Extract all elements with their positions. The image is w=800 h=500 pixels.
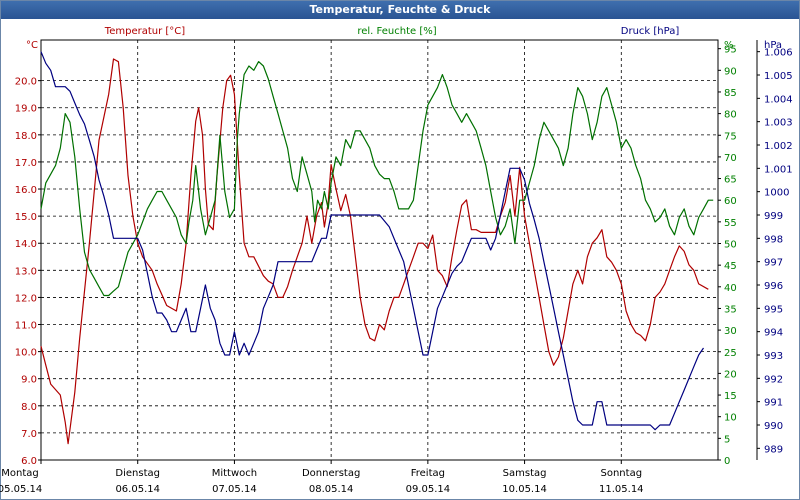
tick-label-temperature: 12.0 (15, 293, 37, 304)
tick-label-pressure: 1.005 (764, 71, 793, 82)
tick-label-temperature: 11.0 (15, 321, 37, 332)
tick-label-pressure: 1.006 (764, 48, 793, 59)
tick-label-pressure: 1.004 (764, 94, 793, 105)
axis-unit-humidity: % (724, 40, 734, 51)
tick-label-temperature: 16.0 (15, 185, 37, 196)
tick-label-humidity: 65 (724, 175, 737, 186)
tick-label-temperature: 19.0 (15, 104, 37, 115)
tick-label-humidity: 25 (724, 348, 737, 359)
tick-label-temperature: 8.0 (21, 402, 37, 413)
tick-label-temperature: 18.0 (15, 131, 37, 142)
tick-label-pressure: 992 (764, 374, 783, 385)
tick-label-humidity: 20 (724, 369, 737, 380)
tick-label-pressure: 996 (764, 281, 783, 292)
legend-pressure: Druck [hPa] (621, 26, 680, 37)
tick-label-pressure: 991 (764, 398, 783, 409)
tick-label-humidity: 95 (724, 45, 737, 56)
x-tick-label-date: 07.05.14 (212, 484, 257, 495)
x-tick-label-date: 10.05.14 (502, 484, 547, 495)
tick-label-humidity: 5 (724, 434, 730, 445)
tick-label-pressure: 990 (764, 421, 783, 432)
tick-label-humidity: 80 (724, 110, 737, 121)
x-tick-label-date: 05.05.14 (0, 484, 42, 495)
tick-label-pressure: 1000 (764, 188, 789, 199)
tick-label-humidity: 50 (724, 240, 737, 251)
tick-label-humidity: 85 (724, 88, 737, 99)
tick-label-pressure: 989 (764, 444, 783, 455)
tick-label-temperature: 15.0 (15, 212, 37, 223)
tick-label-humidity: 55 (724, 218, 737, 229)
x-tick-label-day: Freitag (411, 468, 445, 479)
tick-label-temperature: 13.0 (15, 266, 37, 277)
tick-label-humidity: 70 (724, 153, 737, 164)
tick-label-temperature: 14.0 (15, 239, 37, 250)
legend-humidity: rel. Feuchte [%] (357, 26, 436, 37)
x-tick-label-date: 08.05.14 (309, 484, 354, 495)
tick-label-humidity: 15 (724, 391, 737, 402)
tick-label-pressure: 993 (764, 351, 783, 362)
x-tick-label-date: 09.05.14 (406, 484, 451, 495)
x-tick-label-day: Donnerstag (302, 468, 360, 479)
tick-label-temperature: 7.0 (21, 429, 37, 440)
tick-label-humidity: 30 (724, 326, 737, 337)
tick-label-temperature: 20.0 (15, 77, 37, 88)
tick-label-humidity: 35 (724, 304, 737, 315)
tick-label-pressure: 999 (764, 211, 783, 222)
x-tick-label-date: 11.05.14 (599, 484, 644, 495)
tick-label-humidity: 10 (724, 413, 737, 424)
x-tick-label-day: Dienstag (115, 468, 160, 479)
axis-unit-temperature: °C (26, 40, 38, 51)
tick-label-humidity: 90 (724, 66, 737, 77)
tick-label-humidity: 40 (724, 283, 737, 294)
series-line-hum (40, 60, 714, 297)
tick-label-temperature: 6.0 (21, 456, 37, 467)
series-line-temp (40, 58, 709, 445)
tick-label-pressure: 1.002 (764, 141, 793, 152)
tick-label-pressure: 994 (764, 328, 783, 339)
tick-label-pressure: 1.001 (764, 164, 793, 175)
tick-label-temperature: 17.0 (15, 158, 37, 169)
tick-label-pressure: 997 (764, 258, 783, 269)
series-line-press (40, 51, 704, 431)
tick-label-pressure: 995 (764, 304, 783, 315)
tick-label-temperature: 10.0 (15, 348, 37, 359)
tick-label-pressure: 1.003 (764, 118, 793, 129)
x-tick-label-day: Montag (1, 468, 38, 479)
tick-label-temperature: 9.0 (21, 375, 37, 386)
x-tick-label-day: Mittwoch (212, 468, 257, 479)
tick-label-humidity: 45 (724, 261, 737, 272)
x-tick-label-day: Sonntag (601, 468, 643, 479)
tick-label-pressure: 998 (764, 234, 783, 245)
x-tick-label-date: 06.05.14 (115, 484, 160, 495)
axis-unit-pressure: hPa (764, 40, 782, 51)
tick-label-humidity: 0 (724, 456, 730, 467)
tick-label-humidity: 60 (724, 196, 737, 207)
window-title: Temperatur, Feuchte & Druck (1, 1, 799, 19)
legend-temperature: Temperatur [°C] (104, 26, 185, 37)
tick-label-humidity: 75 (724, 131, 737, 142)
x-tick-label-day: Samstag (503, 468, 547, 479)
